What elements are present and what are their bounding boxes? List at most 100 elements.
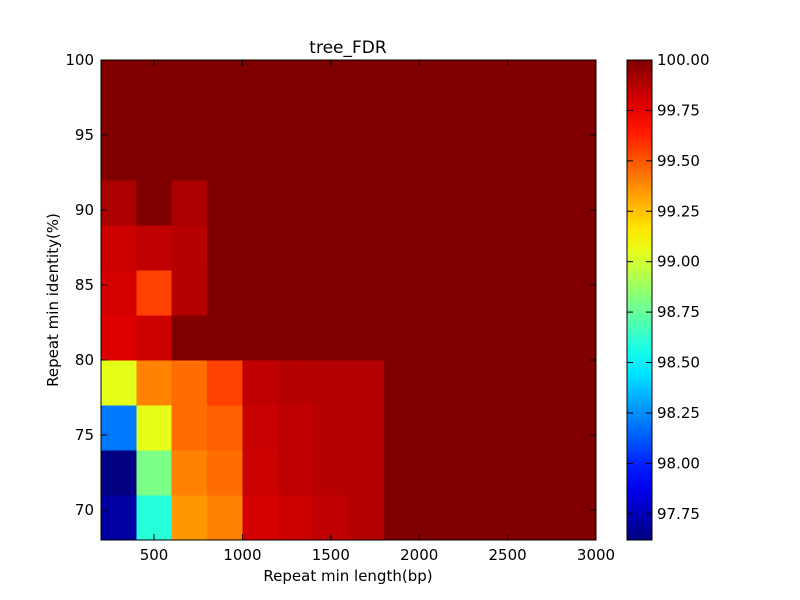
heatmap-cell xyxy=(454,495,491,541)
colorbar-tick-label: 100.00 xyxy=(657,51,710,69)
y-tick-label: 95 xyxy=(75,126,94,144)
heatmap-cell xyxy=(348,60,385,91)
heatmap-cell xyxy=(560,405,597,451)
heatmap-cell xyxy=(525,180,562,226)
heatmap-cell xyxy=(136,135,173,181)
heatmap-cell xyxy=(489,450,526,496)
heatmap-cell xyxy=(383,360,420,406)
heatmap-cell xyxy=(489,225,526,271)
heatmap-cell xyxy=(101,360,137,406)
heatmap-cell xyxy=(101,270,137,316)
heatmap-cell xyxy=(101,135,137,181)
y-tick-label: 85 xyxy=(75,276,94,294)
heatmap-cell xyxy=(454,450,491,496)
heatmap-cell xyxy=(136,450,173,496)
heatmap-cell xyxy=(207,450,244,496)
heatmap-cell xyxy=(242,90,279,136)
heatmap-cell xyxy=(419,180,456,226)
heatmap-cell xyxy=(277,360,314,406)
heatmap-cell xyxy=(171,360,208,406)
heatmap-cell xyxy=(101,180,137,226)
heatmap-cell xyxy=(489,135,526,181)
heatmap-cell xyxy=(313,360,350,406)
heatmap-cell xyxy=(383,180,420,226)
heatmap-cell xyxy=(101,90,137,136)
y-tick-label: 80 xyxy=(75,351,94,369)
heatmap-cell xyxy=(348,270,385,316)
heatmap-cell xyxy=(525,360,562,406)
heatmap-cell xyxy=(207,405,244,451)
heatmap-cell xyxy=(313,495,350,541)
heatmap-cell xyxy=(136,225,173,271)
heatmap-cell xyxy=(242,450,279,496)
heatmap-cell xyxy=(419,405,456,451)
heatmap-cell xyxy=(348,90,385,136)
heatmap-cell xyxy=(207,60,244,91)
heatmap-cell xyxy=(207,360,244,406)
heatmap-cell xyxy=(383,135,420,181)
x-tick-label: 2500 xyxy=(489,546,527,564)
heatmap-cell xyxy=(560,495,597,541)
chart-title: tree_FDR xyxy=(309,38,387,58)
heatmap-cell xyxy=(383,405,420,451)
heatmap-cell xyxy=(348,405,385,451)
heatmap-cell xyxy=(419,60,456,91)
heatmap-cell xyxy=(489,360,526,406)
x-tick-label: 500 xyxy=(140,546,169,564)
colorbar-tick-label: 98.50 xyxy=(657,354,700,372)
heatmap-cell xyxy=(489,315,526,361)
colorbar-tick-label: 98.25 xyxy=(657,404,700,422)
heatmap-cell xyxy=(101,60,137,91)
heatmap-cell xyxy=(207,270,244,316)
heatmap-cell xyxy=(454,270,491,316)
heatmap-cell xyxy=(171,495,208,541)
y-tick-label: 90 xyxy=(75,201,94,219)
heatmap-cell xyxy=(101,315,137,361)
heatmap-cell xyxy=(454,225,491,271)
heatmap-cell xyxy=(277,135,314,181)
heatmap-cell xyxy=(348,495,385,541)
heatmap-cell xyxy=(207,225,244,271)
heatmap-cell xyxy=(313,90,350,136)
heatmap-cell xyxy=(277,450,314,496)
y-tick-label: 75 xyxy=(75,426,94,444)
heatmap-cell xyxy=(348,180,385,226)
heatmap-cell xyxy=(560,315,597,361)
heatmap-cell xyxy=(454,405,491,451)
heatmap-cell xyxy=(383,225,420,271)
heatmap-cell xyxy=(525,270,562,316)
heatmap-cell xyxy=(313,405,350,451)
heatmap-cell xyxy=(277,405,314,451)
heatmap-cell xyxy=(171,270,208,316)
plot-frame xyxy=(100,59,597,541)
heatmap-cell xyxy=(242,360,279,406)
colorbar-ticks: 97.75 98.00 98.25 98.50 98.75 99.00 99.25 99.50… xyxy=(627,51,710,523)
heatmap-cell xyxy=(101,405,137,451)
heatmap-cell xyxy=(136,315,173,361)
x-axis-ticks: 500 1000 1500 2000 2500 3000 xyxy=(140,60,615,564)
heatmap-cell xyxy=(171,225,208,271)
heatmap-cell xyxy=(489,405,526,451)
heatmap-cell xyxy=(313,315,350,361)
heatmap-cell xyxy=(560,60,597,91)
heatmap-cell xyxy=(207,90,244,136)
heatmap-cell xyxy=(419,495,456,541)
heatmap-cell xyxy=(560,90,597,136)
heatmap-cell xyxy=(101,495,137,541)
heatmap-cell xyxy=(242,135,279,181)
colorbar xyxy=(626,59,653,541)
heatmap-cell xyxy=(454,180,491,226)
heatmap-cell xyxy=(242,315,279,361)
x-axis-label: Repeat min length(bp) xyxy=(263,567,432,585)
heatmap-cell xyxy=(242,225,279,271)
heatmap-cell xyxy=(419,315,456,361)
colorbar-tick-label: 98.00 xyxy=(657,454,700,472)
x-tick-label: 2000 xyxy=(400,546,438,564)
heatmap-cell xyxy=(489,270,526,316)
heatmap-cell xyxy=(560,180,597,226)
heatmap-cell xyxy=(136,180,173,226)
heatmap-cell xyxy=(242,60,279,91)
heatmap-cell xyxy=(383,270,420,316)
heatmap-cell xyxy=(454,135,491,181)
